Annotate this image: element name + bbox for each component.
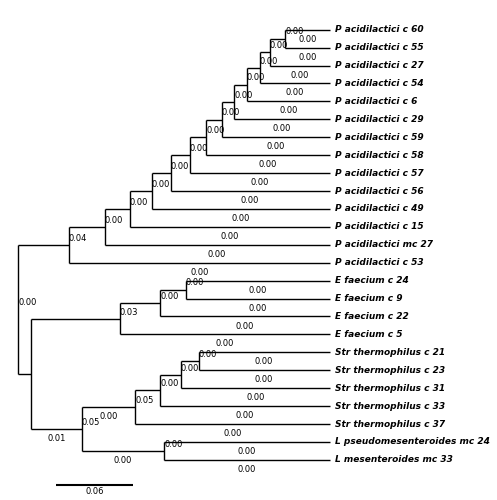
Text: 0.00: 0.00 bbox=[236, 411, 254, 420]
Text: P acidilactici c 15: P acidilactici c 15 bbox=[335, 222, 423, 232]
Text: 0.00: 0.00 bbox=[255, 376, 273, 384]
Text: 0.00: 0.00 bbox=[161, 380, 179, 388]
Text: P acidilactici c 27: P acidilactici c 27 bbox=[335, 61, 423, 70]
Text: 0.00: 0.00 bbox=[222, 108, 240, 118]
Text: 0.00: 0.00 bbox=[208, 250, 226, 259]
Text: 0.00: 0.00 bbox=[285, 28, 304, 36]
Text: P acidilactici c 49: P acidilactici c 49 bbox=[335, 204, 423, 214]
Text: 0.00: 0.00 bbox=[206, 126, 225, 135]
Text: 0.00: 0.00 bbox=[291, 70, 309, 80]
Text: 0.00: 0.00 bbox=[238, 465, 256, 474]
Text: 0.00: 0.00 bbox=[298, 52, 317, 62]
Text: Str thermophilus c 23: Str thermophilus c 23 bbox=[335, 366, 445, 375]
Text: 0.00: 0.00 bbox=[234, 91, 252, 100]
Text: 0.00: 0.00 bbox=[216, 340, 234, 348]
Text: 0.00: 0.00 bbox=[199, 350, 217, 359]
Text: 0.00: 0.00 bbox=[18, 298, 36, 307]
Text: P acidilactici c 54: P acidilactici c 54 bbox=[335, 79, 423, 88]
Text: 0.00: 0.00 bbox=[285, 88, 304, 98]
Text: L pseudomesenteroides mc 24: L pseudomesenteroides mc 24 bbox=[335, 438, 490, 446]
Text: 0.00: 0.00 bbox=[236, 322, 254, 330]
Text: 0.00: 0.00 bbox=[114, 456, 132, 465]
Text: 0.00: 0.00 bbox=[238, 447, 256, 456]
Text: 0.00: 0.00 bbox=[152, 180, 170, 189]
Text: 0.00: 0.00 bbox=[190, 144, 208, 153]
Text: 0.00: 0.00 bbox=[247, 74, 265, 82]
Text: E faecium c 5: E faecium c 5 bbox=[335, 330, 402, 339]
Text: 0.01: 0.01 bbox=[47, 434, 66, 443]
Text: P acidilactici c 57: P acidilactici c 57 bbox=[335, 168, 423, 177]
Text: 0.00: 0.00 bbox=[248, 304, 267, 312]
Text: 0.00: 0.00 bbox=[259, 160, 277, 169]
Text: 0.00: 0.00 bbox=[279, 106, 298, 116]
Text: 0.00: 0.00 bbox=[260, 56, 278, 66]
Text: 0.00: 0.00 bbox=[104, 216, 123, 224]
Text: P acidilactici c 58: P acidilactici c 58 bbox=[335, 150, 423, 160]
Text: E faecium c 24: E faecium c 24 bbox=[335, 276, 409, 285]
Text: Str thermophilus c 21: Str thermophilus c 21 bbox=[335, 348, 445, 357]
Text: 0.00: 0.00 bbox=[273, 124, 291, 134]
Text: P acidilactici c 60: P acidilactici c 60 bbox=[335, 25, 423, 34]
Text: 0.00: 0.00 bbox=[232, 214, 250, 223]
Text: 0.00: 0.00 bbox=[165, 440, 183, 449]
Text: 0.00: 0.00 bbox=[186, 278, 204, 287]
Text: P acidilactici c 56: P acidilactici c 56 bbox=[335, 186, 423, 196]
Text: P acidilactici mc 27: P acidilactici mc 27 bbox=[335, 240, 433, 250]
Text: 0.00: 0.00 bbox=[190, 268, 208, 276]
Text: 0.00: 0.00 bbox=[270, 41, 288, 50]
Text: P acidilactici c 55: P acidilactici c 55 bbox=[335, 43, 423, 52]
Text: Str thermophilus c 31: Str thermophilus c 31 bbox=[335, 384, 445, 392]
Text: P acidilactici c 6: P acidilactici c 6 bbox=[335, 97, 417, 106]
Text: 0.05: 0.05 bbox=[135, 396, 154, 405]
Text: 0.00: 0.00 bbox=[241, 196, 259, 205]
Text: 0.00: 0.00 bbox=[246, 393, 264, 402]
Text: 0.00: 0.00 bbox=[223, 429, 242, 438]
Text: P acidilactici c 53: P acidilactici c 53 bbox=[335, 258, 423, 267]
Text: 0.00: 0.00 bbox=[266, 142, 285, 151]
Text: E faecium c 22: E faecium c 22 bbox=[335, 312, 409, 321]
Text: 0.00: 0.00 bbox=[298, 34, 317, 43]
Text: 0.04: 0.04 bbox=[69, 234, 87, 242]
Text: 0.00: 0.00 bbox=[161, 292, 179, 301]
Text: 0.00: 0.00 bbox=[255, 358, 273, 366]
Text: 0.00: 0.00 bbox=[99, 412, 117, 422]
Text: P acidilactici c 59: P acidilactici c 59 bbox=[335, 132, 423, 141]
Text: P acidilactici c 29: P acidilactici c 29 bbox=[335, 115, 423, 124]
Text: 0.05: 0.05 bbox=[82, 418, 100, 427]
Text: E faecium c 9: E faecium c 9 bbox=[335, 294, 402, 303]
Text: Str thermophilus c 37: Str thermophilus c 37 bbox=[335, 420, 445, 428]
Text: 0.00: 0.00 bbox=[130, 198, 148, 207]
Text: Str thermophilus c 33: Str thermophilus c 33 bbox=[335, 402, 445, 410]
Text: 0.00: 0.00 bbox=[221, 232, 239, 241]
Text: 0.00: 0.00 bbox=[250, 178, 269, 187]
Text: 0.06: 0.06 bbox=[85, 487, 103, 496]
Text: 0.00: 0.00 bbox=[170, 162, 189, 171]
Text: 0.00: 0.00 bbox=[181, 364, 199, 372]
Text: 0.03: 0.03 bbox=[120, 308, 138, 316]
Text: 0.00: 0.00 bbox=[248, 286, 267, 294]
Text: L mesenteroides mc 33: L mesenteroides mc 33 bbox=[335, 456, 453, 464]
